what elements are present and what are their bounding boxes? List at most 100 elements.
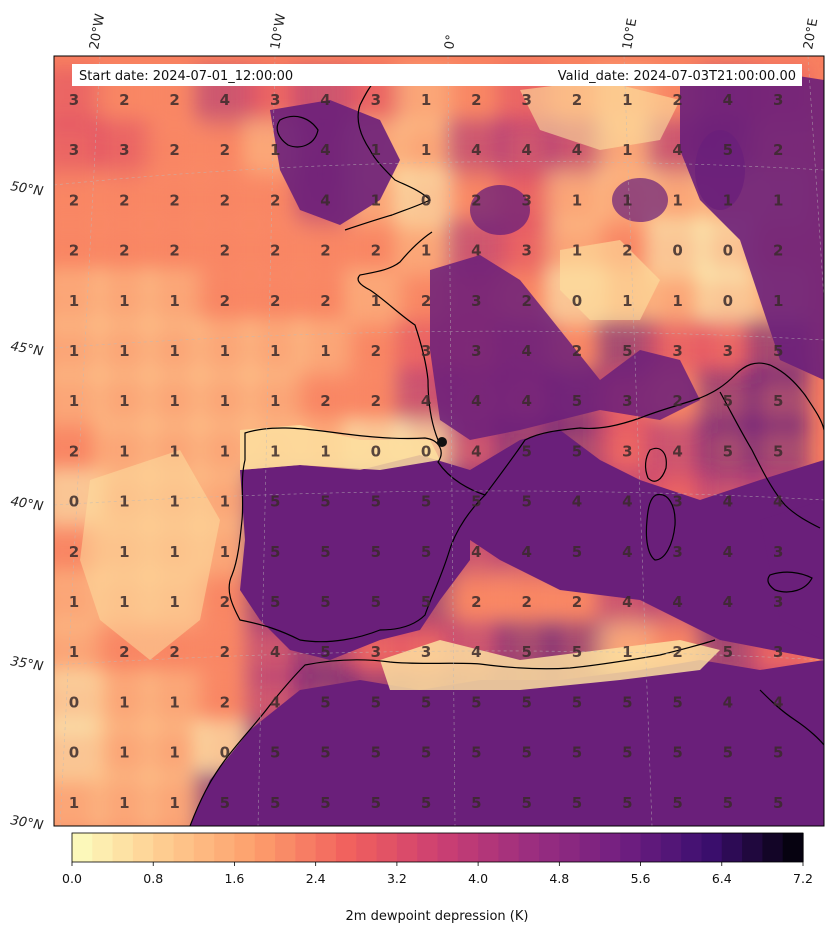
grid-value-label: 0 bbox=[69, 693, 79, 711]
lon-label-10w: 10°W bbox=[268, 13, 289, 51]
grid-value-label: 1 bbox=[69, 794, 79, 812]
grid-value-label: 3 bbox=[672, 543, 682, 561]
grid-value-label: 1 bbox=[119, 794, 129, 812]
grid-value-label: 1 bbox=[169, 543, 179, 561]
grid-value-label: 5 bbox=[320, 744, 330, 762]
grid-value-label: 1 bbox=[220, 342, 230, 360]
france-east bbox=[430, 255, 700, 440]
grid-value-label: 2 bbox=[169, 242, 179, 260]
colorbar-frame bbox=[71, 832, 804, 863]
grid-value-label: 2 bbox=[220, 292, 230, 310]
colorbar-tick-label: 4.0 bbox=[468, 871, 488, 886]
colorbar-tick-label: 0.0 bbox=[62, 871, 82, 886]
grid-value-label: 1 bbox=[421, 91, 431, 109]
grid-value-label: 1 bbox=[773, 292, 783, 310]
grid-value-label: 1 bbox=[421, 242, 431, 260]
colorbar-swatch bbox=[660, 833, 682, 862]
grid-value-label: 2 bbox=[270, 292, 280, 310]
grid-value-label: 2 bbox=[69, 543, 79, 561]
grid-value-label: 3 bbox=[622, 442, 632, 460]
grid-value-label: 1 bbox=[119, 442, 129, 460]
atlantic-humid bbox=[80, 450, 220, 660]
grid-value-label: 2 bbox=[320, 392, 330, 410]
grid-value-label: 5 bbox=[371, 693, 381, 711]
grid-value-label: 4 bbox=[521, 342, 531, 360]
germany-band bbox=[520, 80, 680, 150]
grid-value-label: 1 bbox=[622, 643, 632, 661]
colorbar-swatch bbox=[153, 833, 175, 862]
dry-spot-2 bbox=[612, 178, 668, 222]
grid-value-label: 5 bbox=[371, 493, 381, 511]
grid-value-label: 2 bbox=[622, 242, 632, 260]
grid-value-label: 4 bbox=[622, 593, 632, 611]
grid-value-label: 0 bbox=[69, 493, 79, 511]
grid-value-label: 5 bbox=[270, 794, 280, 812]
grid-value-label: 1 bbox=[69, 292, 79, 310]
grid-value-label: 2 bbox=[220, 693, 230, 711]
grid-value-label: 2 bbox=[270, 242, 280, 260]
grid-value-label: 1 bbox=[672, 191, 682, 209]
north-med-coast bbox=[484, 362, 824, 496]
grid-value-label: 1 bbox=[119, 593, 129, 611]
grid-value-label: 3 bbox=[521, 242, 531, 260]
grid-value-label: 4 bbox=[723, 493, 733, 511]
grid-value-label: 2 bbox=[220, 593, 230, 611]
parallel-35n bbox=[54, 650, 824, 666]
grid-value-label: 5 bbox=[723, 643, 733, 661]
grid-value-label: 1 bbox=[119, 543, 129, 561]
lon-label-0: 0° bbox=[442, 34, 459, 51]
meridian-10e bbox=[623, 56, 653, 826]
grid-value-label: 1 bbox=[169, 392, 179, 410]
colorbar-swatch bbox=[254, 833, 276, 862]
lat-label-40n: 40°N bbox=[9, 494, 44, 515]
grid-value-label: 3 bbox=[622, 392, 632, 410]
grid-value-label: 5 bbox=[572, 693, 582, 711]
colorbar-swatch bbox=[214, 833, 236, 862]
grid-value-label: 2 bbox=[471, 191, 481, 209]
grid-value-label: 0 bbox=[69, 744, 79, 762]
lat-label-30n: 30°N bbox=[9, 813, 44, 834]
grid-value-label: 4 bbox=[672, 593, 682, 611]
tunisia-coast bbox=[759, 689, 824, 746]
grid-value-label: 5 bbox=[521, 643, 531, 661]
grid-value-label: 4 bbox=[270, 643, 280, 661]
grid-value-label: 2 bbox=[572, 342, 582, 360]
grid-value-label: 3 bbox=[773, 543, 783, 561]
valid-date-label: Valid_date: 2024-07-03T21:00:00.00 bbox=[558, 69, 796, 84]
italy-west-coast bbox=[719, 391, 821, 529]
colorbar-label: 2m dewpoint depression (K) bbox=[346, 909, 529, 924]
grid-value-label: 4 bbox=[723, 543, 733, 561]
lat-label-50n: 50°N bbox=[9, 179, 44, 200]
colorbar-swatch bbox=[417, 833, 439, 862]
colorbar-swatch bbox=[782, 833, 804, 862]
grid-value-label: 4 bbox=[471, 242, 481, 260]
grid-value-label: 1 bbox=[622, 91, 632, 109]
grid-value-label: 5 bbox=[320, 493, 330, 511]
grid-value-label: 4 bbox=[521, 141, 531, 159]
grid-value-label: 5 bbox=[773, 794, 783, 812]
grid-value-label: 5 bbox=[521, 493, 531, 511]
colorbar-swatch bbox=[640, 833, 662, 862]
grid-value-label: 4 bbox=[471, 643, 481, 661]
colorbar-swatch bbox=[356, 833, 378, 862]
grid-value-label: 2 bbox=[119, 643, 129, 661]
grid-value-label: 3 bbox=[371, 643, 381, 661]
grid-value-label: 3 bbox=[672, 493, 682, 511]
grid-value-label: 3 bbox=[723, 342, 733, 360]
colorbar-swatch bbox=[579, 833, 601, 862]
colorbar-ticks: 0.0 0.8 1.6 2.4 3.2 4.0 4.8 5.6 6.4 7.2 bbox=[62, 862, 813, 886]
grid-value-label: 5 bbox=[371, 794, 381, 812]
grid-value-label: 2 bbox=[69, 442, 79, 460]
grid-value-label: 1 bbox=[119, 493, 129, 511]
grid-value-label: 5 bbox=[521, 693, 531, 711]
iberia-coast bbox=[228, 427, 487, 643]
grid-value-label: 4 bbox=[572, 493, 582, 511]
colorbar-tick-label: 4.8 bbox=[549, 871, 569, 886]
grid-value-label: 4 bbox=[622, 543, 632, 561]
map-frame bbox=[53, 55, 825, 827]
colorbar-tick-label: 6.4 bbox=[712, 871, 732, 886]
grid-value-label: 2 bbox=[220, 191, 230, 209]
colorbar-swatch bbox=[193, 833, 215, 862]
colorbar-tick-label: 3.2 bbox=[387, 871, 407, 886]
grid-value-label: 5 bbox=[270, 744, 280, 762]
